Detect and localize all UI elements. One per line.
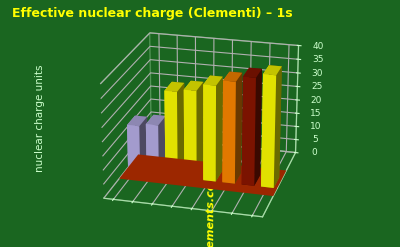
Text: nuclear charge units: nuclear charge units <box>35 65 45 172</box>
Text: Effective nuclear charge (Clementi) – 1s: Effective nuclear charge (Clementi) – 1s <box>12 7 293 21</box>
